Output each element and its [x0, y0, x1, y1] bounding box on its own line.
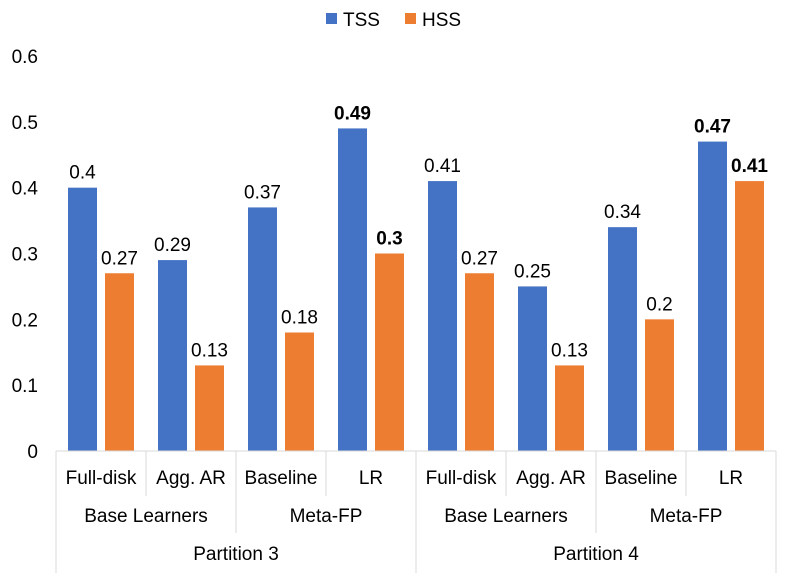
- partition-label: Partition 4: [553, 544, 639, 565]
- data-label-tss: 0.47: [694, 117, 731, 138]
- data-label-tss: 0.29: [154, 235, 191, 256]
- category-label: Baseline: [605, 468, 678, 489]
- data-label-hss: 0.27: [461, 248, 498, 269]
- data-label-hss: 0.18: [281, 308, 318, 329]
- data-label-tss: 0.25: [514, 261, 551, 282]
- y-tick-label: 0.5: [12, 113, 38, 134]
- y-tick-label: 0.4: [12, 179, 39, 200]
- category-label: LR: [359, 468, 383, 489]
- y-tick-label: 0.6: [12, 47, 38, 68]
- y-tick-label: 0.1: [12, 376, 38, 397]
- category-label: Full-disk: [426, 468, 497, 489]
- bar-hss: [735, 181, 764, 452]
- category-label: LR: [719, 468, 743, 489]
- group-label: Meta-FP: [290, 506, 363, 527]
- bar-tss: [518, 286, 547, 451]
- bar-tss: [698, 141, 727, 452]
- bar-tss: [248, 207, 277, 451]
- legend-swatch-tss: [326, 13, 337, 24]
- data-label-hss: 0.3: [376, 229, 402, 250]
- bar-hss: [555, 365, 584, 451]
- legend-label-tss: TSS: [343, 10, 380, 31]
- bar-tss: [608, 227, 637, 451]
- data-label-hss: 0.27: [101, 248, 138, 269]
- x-axis: Full-disk Agg. AR Baseline LR Full-disk Agg. …: [55, 450, 777, 573]
- legend-swatch-hss: [405, 13, 416, 24]
- data-label-hss: 0.41: [731, 156, 768, 177]
- y-tick-label: 0: [27, 442, 38, 463]
- y-tick-label: 0.3: [12, 245, 38, 266]
- group-label: Base Learners: [84, 506, 208, 527]
- data-label-hss: 0.2: [646, 294, 672, 315]
- category-label: Agg. AR: [516, 468, 586, 489]
- bar-tss: [68, 187, 97, 451]
- group-label: Meta-FP: [650, 506, 723, 527]
- data-label-tss: 0.34: [604, 202, 641, 223]
- data-label-tss: 0.41: [424, 156, 461, 177]
- bar-tss: [158, 260, 187, 451]
- bars: [68, 128, 764, 452]
- data-label-tss: 0.49: [334, 103, 371, 124]
- legend-label-hss: HSS: [422, 10, 461, 31]
- data-label-tss: 0.4: [69, 163, 96, 184]
- data-label-hss: 0.13: [551, 340, 588, 361]
- bar-hss: [375, 253, 404, 451]
- data-label-hss: 0.13: [191, 340, 228, 361]
- bar-hss: [105, 273, 134, 451]
- category-label: Full-disk: [66, 468, 137, 489]
- bar-hss: [285, 332, 314, 451]
- bar-tss: [338, 128, 367, 451]
- category-label: Agg. AR: [156, 468, 226, 489]
- y-tick-label: 0.2: [12, 310, 38, 331]
- bar-hss: [465, 273, 494, 451]
- bar-hss: [195, 365, 224, 451]
- group-label: Base Learners: [444, 506, 568, 527]
- partition-label: Partition 3: [193, 544, 279, 565]
- data-labels: 0.4 0.29 0.37 0.49 0.41 0.25 0.34 0.47 0.27 0.13 0…: [69, 103, 768, 361]
- y-axis: 0 0.1 0.2 0.3 0.4 0.5 0.6: [12, 47, 39, 463]
- legend: TSS HSS: [326, 10, 461, 31]
- category-label: Baseline: [245, 468, 318, 489]
- bar-hss: [645, 319, 674, 451]
- data-label-tss: 0.37: [244, 182, 281, 203]
- bar-tss: [428, 181, 457, 452]
